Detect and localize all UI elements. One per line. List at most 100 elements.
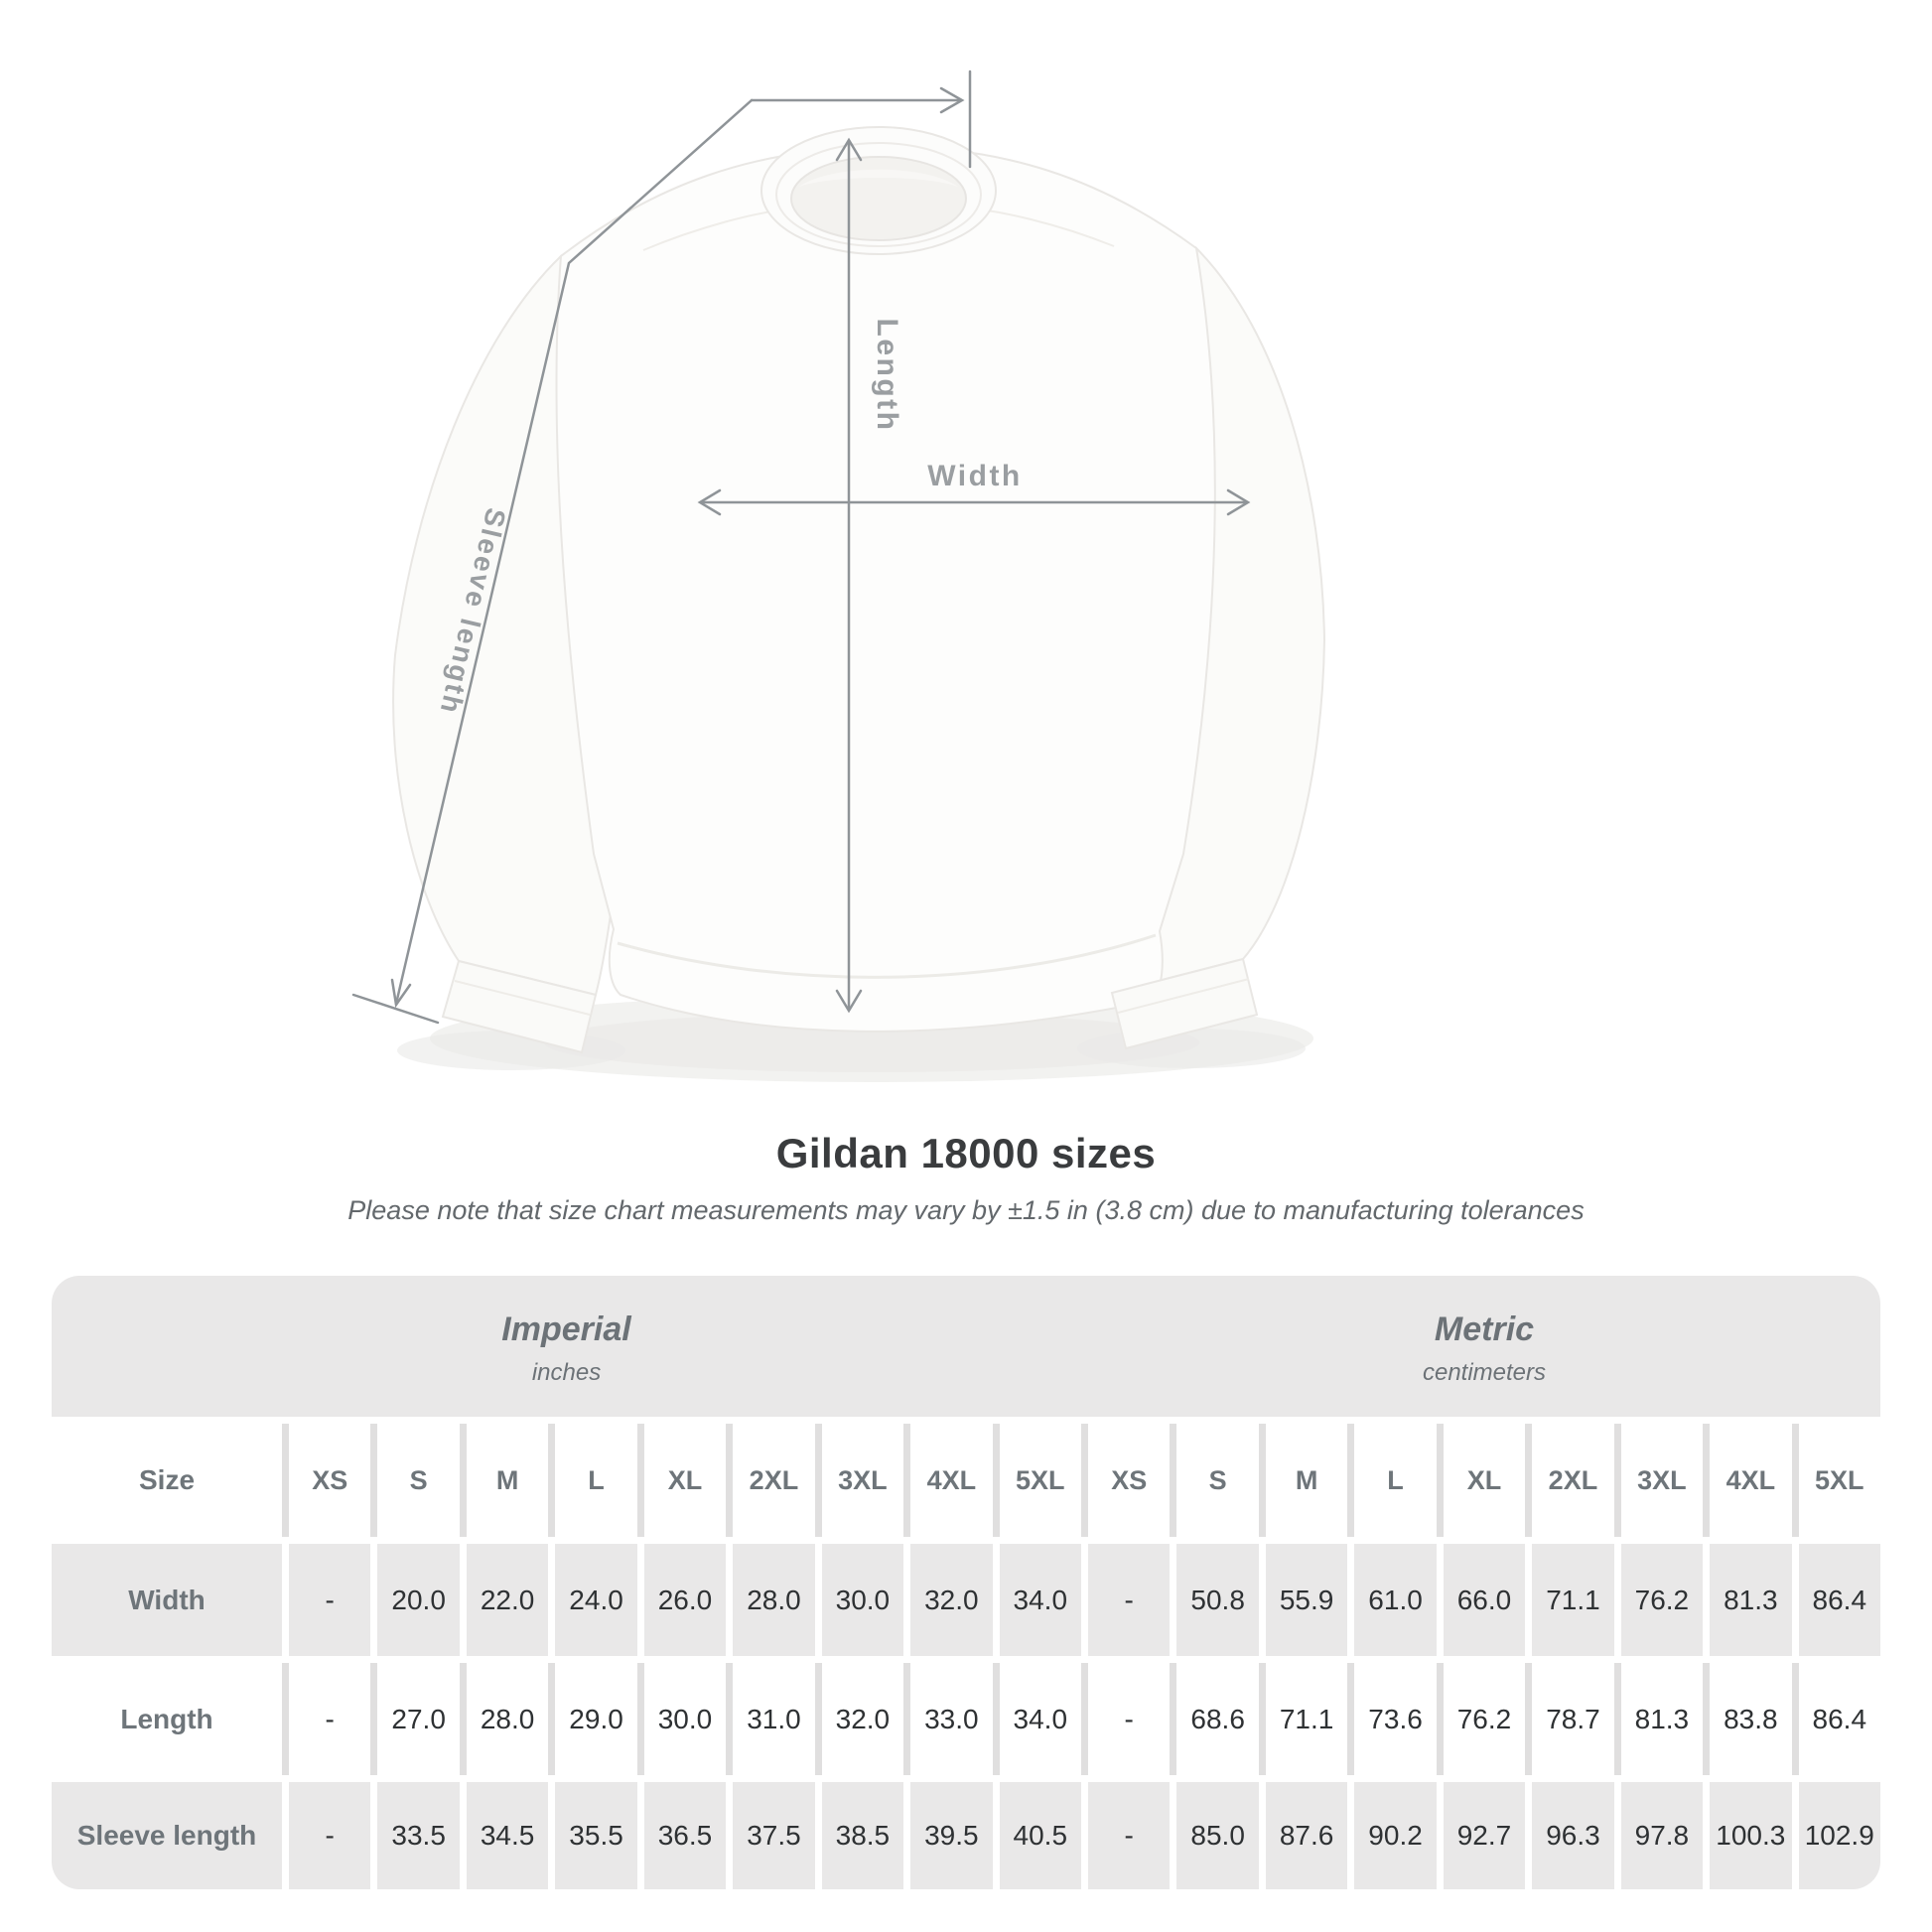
imperial-unit-label: inches (531, 1358, 602, 1386)
value-cell-metric: 66.0 (1443, 1544, 1526, 1656)
size-header-cell: 4XL (910, 1424, 993, 1537)
value-cell-imperial: 27.0 (377, 1663, 460, 1775)
size-header-cell: 2XL (1532, 1424, 1614, 1537)
value-cell-imperial: 31.0 (733, 1663, 815, 1775)
sweatshirt-measurement-diagram: Length Width Sleeve length (351, 69, 1326, 1082)
value-cell-imperial: 33.0 (910, 1663, 993, 1775)
width-dimension-line (697, 488, 1251, 516)
metric-label: Metric (1434, 1310, 1535, 1348)
value-cell-imperial: 20.0 (377, 1544, 460, 1656)
size-header-cell: XL (643, 1424, 727, 1537)
value-cell-imperial: 34.0 (999, 1663, 1081, 1775)
value-cell-metric: 92.7 (1443, 1782, 1526, 1889)
size-header-cell: XS (1087, 1424, 1171, 1537)
value-cell-metric: - (1087, 1544, 1171, 1656)
metric-unit-label: centimeters (1422, 1358, 1547, 1386)
size-table-rows: Size XS S M L XL 2XL 3XL 4XL 5XL XS S M L XL 2XL 3XL 4XL 5… (52, 1424, 1880, 1889)
metric-header-group: Metric centimeters (1088, 1276, 1880, 1417)
measurement-row-label: Length (52, 1663, 282, 1775)
size-header-cell: M (1265, 1424, 1348, 1537)
value-cell-imperial: 37.5 (733, 1782, 815, 1889)
value-cell-imperial: 22.0 (466, 1544, 549, 1656)
size-header-cell: S (377, 1424, 460, 1537)
value-cell-metric: 86.4 (1798, 1544, 1880, 1656)
size-header-cell: XL (1443, 1424, 1526, 1537)
value-cell-metric: 71.1 (1532, 1544, 1614, 1656)
length-label: Length (871, 319, 903, 433)
value-cell-metric: 81.3 (1620, 1663, 1704, 1775)
size-header-cell: XS (289, 1424, 371, 1537)
value-cell-metric: 81.3 (1710, 1544, 1792, 1656)
value-cell-metric: 71.1 (1265, 1663, 1348, 1775)
value-cell-metric: 76.2 (1620, 1544, 1704, 1656)
size-header-cell: 2XL (733, 1424, 815, 1537)
value-cell-metric: 85.0 (1176, 1782, 1259, 1889)
width-label: Width (927, 460, 1023, 492)
value-cell-metric: - (1087, 1663, 1171, 1775)
value-cell-imperial: 28.0 (733, 1544, 815, 1656)
value-cell-metric: 102.9 (1798, 1782, 1880, 1889)
value-cell-metric: 55.9 (1265, 1544, 1348, 1656)
value-cell-imperial: - (289, 1544, 371, 1656)
value-cell-imperial: 33.5 (377, 1782, 460, 1889)
value-cell-imperial: 32.0 (910, 1544, 993, 1656)
value-cell-imperial: 39.5 (910, 1782, 993, 1889)
measurement-row-label: Width (52, 1544, 282, 1656)
value-cell-metric: 73.6 (1354, 1663, 1437, 1775)
size-header-cell: 3XL (821, 1424, 904, 1537)
value-cell-metric: 78.7 (1532, 1663, 1614, 1775)
value-cell-imperial: 36.5 (643, 1782, 727, 1889)
value-cell-imperial: 26.0 (643, 1544, 727, 1656)
value-cell-metric: 100.3 (1710, 1782, 1792, 1889)
size-header-cell: L (1354, 1424, 1437, 1537)
value-cell-metric: 76.2 (1443, 1663, 1526, 1775)
value-cell-metric: 96.3 (1532, 1782, 1614, 1889)
value-cell-imperial: 29.0 (555, 1663, 637, 1775)
size-header-cell: 3XL (1620, 1424, 1704, 1537)
value-cell-imperial: 32.0 (821, 1663, 904, 1775)
imperial-label: Imperial (501, 1310, 631, 1348)
size-header-cell: M (466, 1424, 549, 1537)
value-cell-imperial: - (289, 1663, 371, 1775)
value-cell-metric: 86.4 (1798, 1663, 1880, 1775)
length-dimension-line (835, 137, 863, 1014)
table-row: Width -20.0 22.0 24.0 26.0 28.0 30.0 32.0 34.0-5… (52, 1544, 1880, 1656)
size-header-cell: 5XL (999, 1424, 1081, 1537)
table-row: Length -27.0 28.0 29.0 30.0 31.0 32.0 33.0 34.0-… (52, 1663, 1880, 1775)
value-cell-metric: 90.2 (1354, 1782, 1437, 1889)
value-cell-imperial: - (289, 1782, 371, 1889)
value-cell-imperial: 24.0 (555, 1544, 637, 1656)
sleeve-length-dimension-line (351, 98, 754, 1025)
size-header-cell: 5XL (1798, 1424, 1880, 1537)
measurement-row-label: Sleeve length (52, 1782, 282, 1889)
size-header-cell: L (555, 1424, 637, 1537)
value-cell-metric: 50.8 (1176, 1544, 1259, 1656)
tolerance-note: Please note that size chart measurements… (347, 1195, 1585, 1225)
value-cell-imperial: 28.0 (466, 1663, 549, 1775)
value-cell-metric: 61.0 (1354, 1544, 1437, 1656)
sleeve-reference-line (750, 69, 972, 169)
value-cell-metric: 97.8 (1620, 1782, 1704, 1889)
table-row: Sleeve length -33.5 34.5 35.5 36.5 37.5 38.5 39… (52, 1782, 1880, 1889)
page-title: Gildan 18000 sizes (775, 1130, 1157, 1176)
size-header-cell: 4XL (1710, 1424, 1792, 1537)
imperial-header-group: Imperial inches (52, 1276, 1081, 1417)
size-table: Imperial inches Metric centimeters Size X… (52, 1276, 1880, 1889)
value-cell-imperial: 40.5 (999, 1782, 1081, 1889)
table-row: Size XS S M L XL 2XL 3XL 4XL 5XL XS S M L XL 2XL 3XL 4XL 5… (52, 1424, 1880, 1537)
value-cell-imperial: 30.0 (821, 1544, 904, 1656)
value-cell-metric: - (1087, 1782, 1171, 1889)
size-column-header: Size (52, 1424, 282, 1537)
value-cell-metric: 87.6 (1265, 1782, 1348, 1889)
sweatshirt-illustration (392, 126, 1326, 1054)
value-cell-imperial: 35.5 (555, 1782, 637, 1889)
value-cell-imperial: 38.5 (821, 1782, 904, 1889)
value-cell-imperial: 34.0 (999, 1544, 1081, 1656)
value-cell-imperial: 30.0 (643, 1663, 727, 1775)
value-cell-metric: 83.8 (1710, 1663, 1792, 1775)
value-cell-metric: 68.6 (1176, 1663, 1259, 1775)
unit-header-band: Imperial inches Metric centimeters (52, 1276, 1880, 1417)
size-header-cell: S (1176, 1424, 1259, 1537)
value-cell-imperial: 34.5 (466, 1782, 549, 1889)
